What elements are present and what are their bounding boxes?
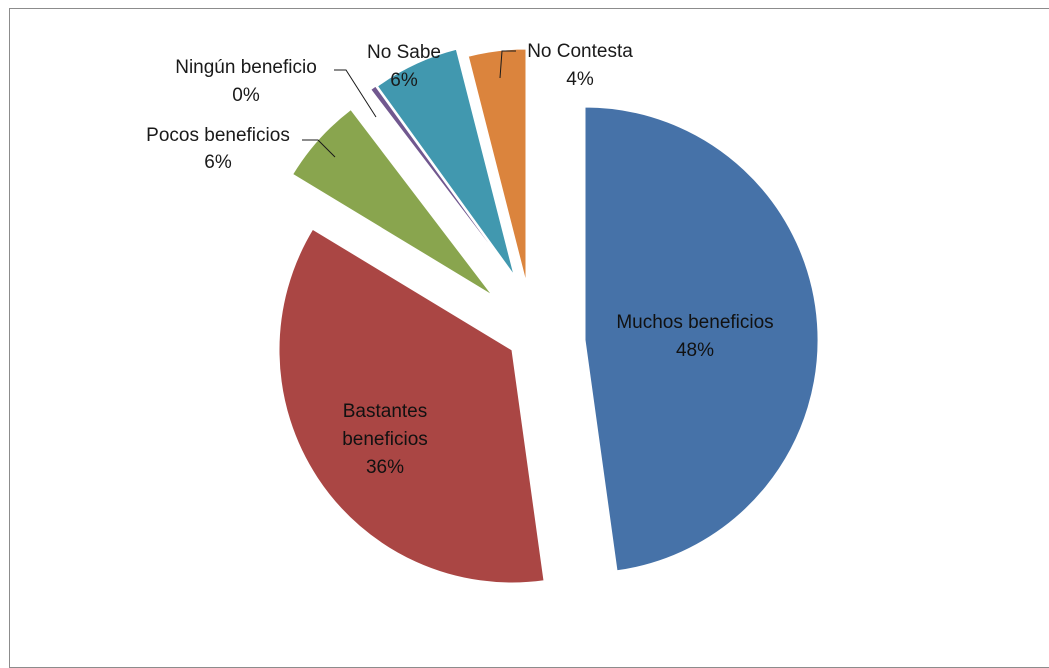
pie-slice-muchos-beneficios (584, 106, 819, 572)
pie-slice-ning-n-beneficio (370, 85, 513, 276)
data-value-bastantes-beneficios: 36% (366, 457, 404, 478)
data-label-no-sabe: No Sabe (367, 42, 441, 63)
leader-line (334, 69, 377, 118)
data-value-pocos-beneficios: 6% (204, 152, 232, 173)
data-label-muchos-beneficios: Muchos beneficios (616, 312, 773, 333)
pie-slice-no-sabe (376, 48, 515, 276)
data-value-ning-n-beneficio: 0% (232, 85, 260, 106)
pie-slice-pocos-beneficios (292, 108, 493, 296)
leader-line (499, 50, 516, 79)
data-label-bastantes-beneficios: Bastantes (343, 401, 428, 422)
data-label-bastantes-beneficios: beneficios (342, 429, 428, 450)
data-value-muchos-beneficios: 48% (676, 340, 714, 361)
pie-slice-no-contesta (467, 48, 527, 283)
pie-slice-bastantes-beneficios (278, 228, 545, 584)
data-label-pocos-beneficios: Pocos beneficios (146, 125, 290, 146)
data-value-no-contesta: 4% (566, 69, 594, 90)
data-value-no-sabe: 6% (390, 70, 418, 91)
data-label-no-contesta: No Contesta (527, 41, 633, 62)
data-label-ning-n-beneficio: Ningún beneficio (175, 57, 317, 78)
leader-line (302, 139, 336, 158)
